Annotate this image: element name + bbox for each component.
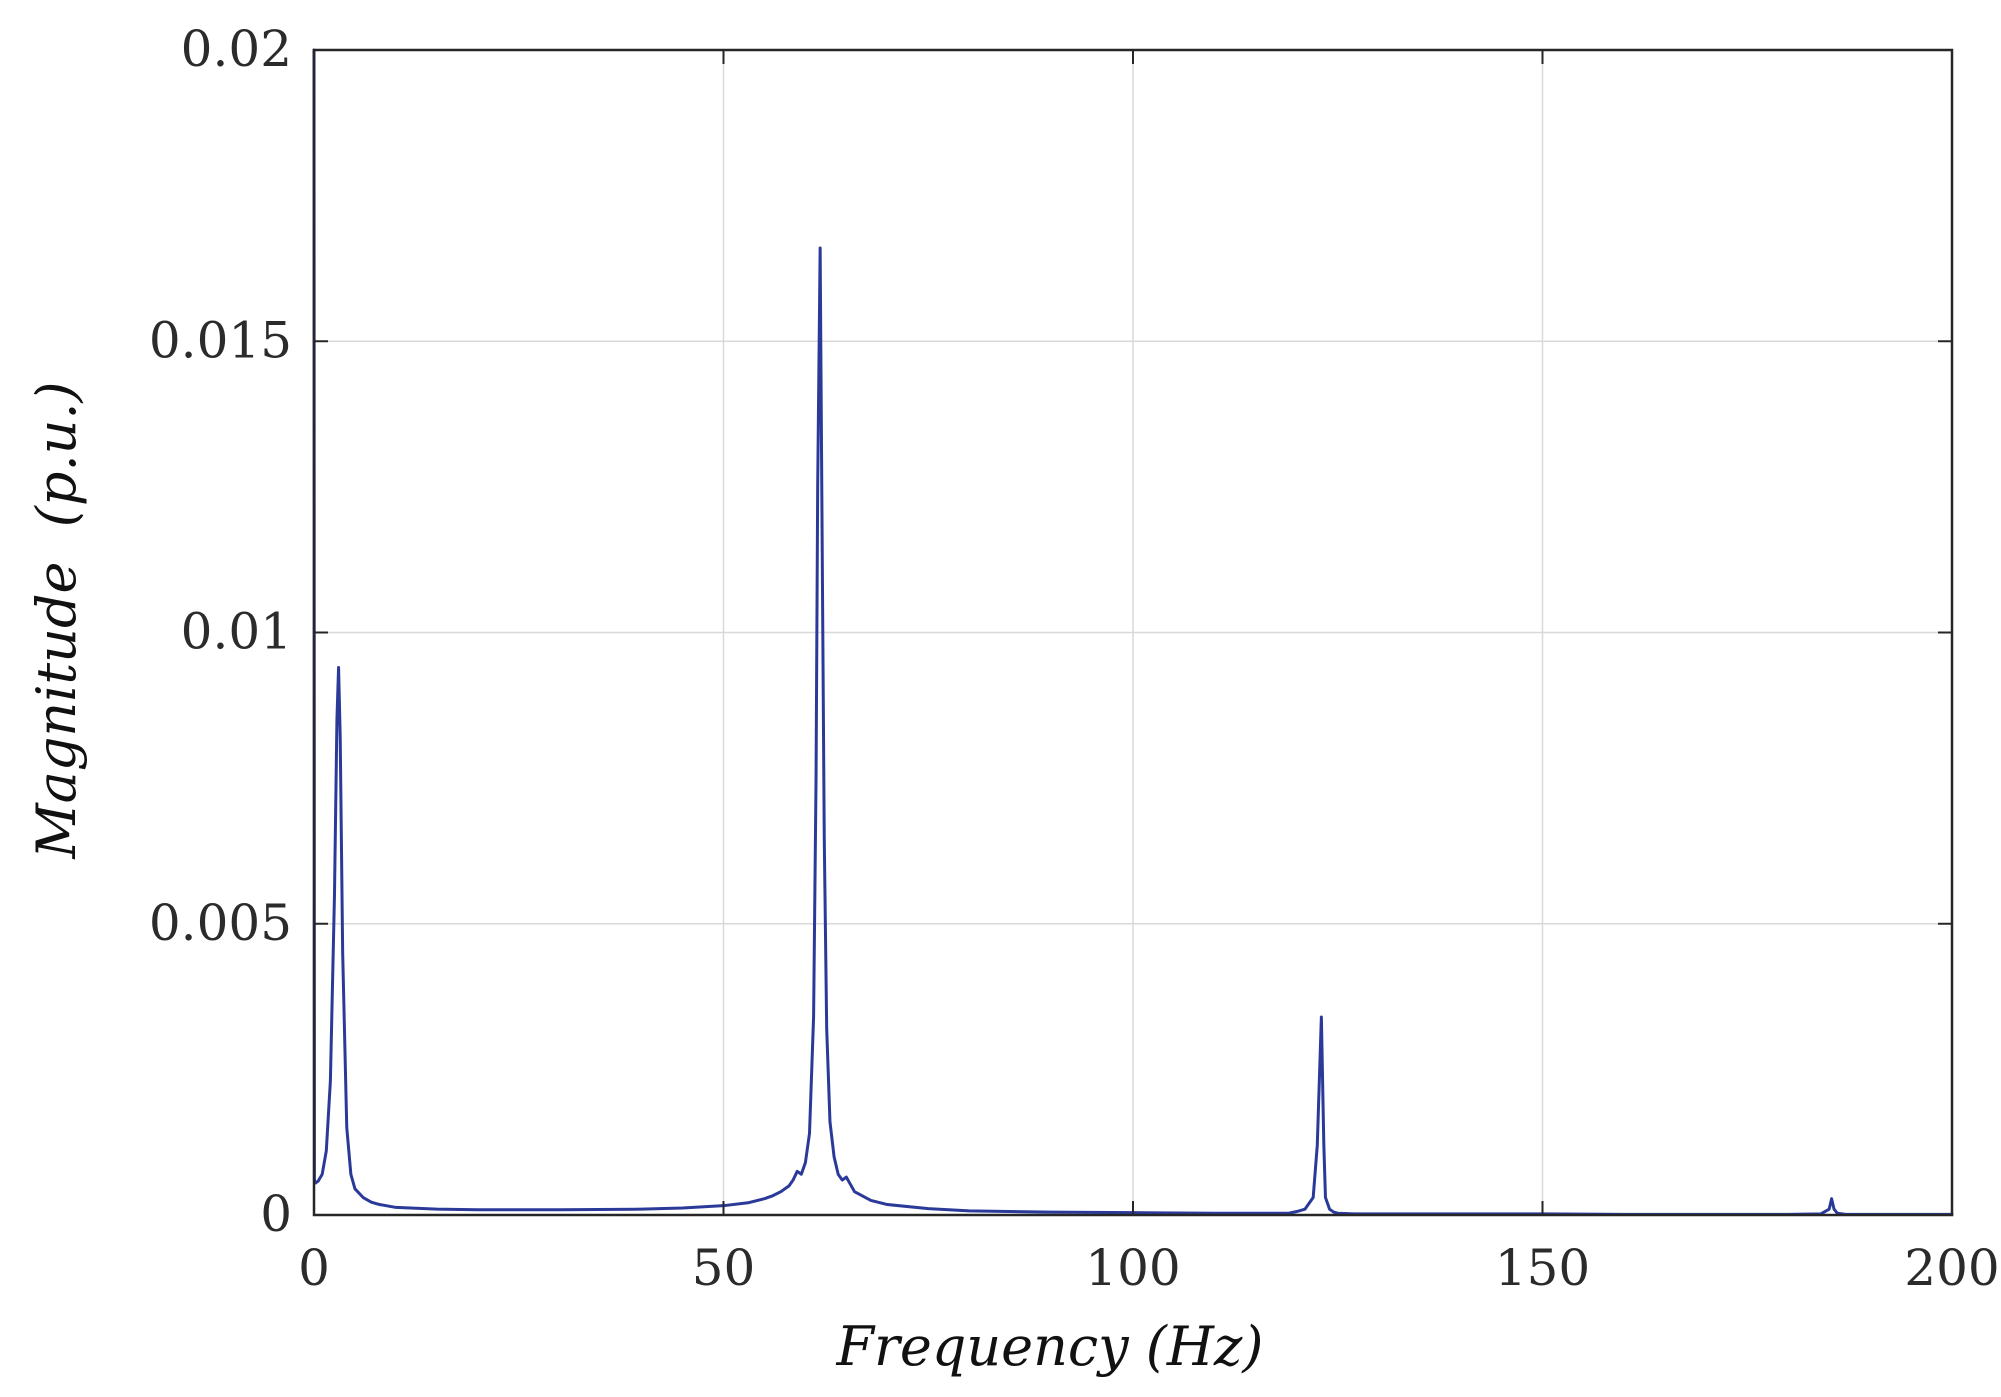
x-tick-label: 200 xyxy=(1904,1239,1999,1297)
y-axis-title: Magnitude (p.u.) xyxy=(25,381,88,859)
x-tick-label: 100 xyxy=(1085,1239,1180,1297)
grid-lines xyxy=(314,50,1952,1215)
x-axis-title: Frequency (Hz) xyxy=(836,1315,1264,1378)
y-tick-label: 0.02 xyxy=(181,20,292,78)
y-tick-label: 0.015 xyxy=(149,311,292,369)
x-tick-labels: 0 50 100 150 200 xyxy=(298,1239,2000,1297)
y-tick-label: 0.01 xyxy=(181,603,292,661)
x-tick-label: 50 xyxy=(692,1239,756,1297)
y-tick-label: 0.005 xyxy=(149,894,292,952)
tick-marks xyxy=(313,49,1953,1216)
y-tick-labels: 0 0.005 0.01 0.015 0.02 xyxy=(149,20,292,1243)
x-tick-label: 0 xyxy=(298,1239,330,1297)
y-tick-label: 0 xyxy=(260,1185,292,1243)
x-tick-label: 150 xyxy=(1495,1239,1590,1297)
